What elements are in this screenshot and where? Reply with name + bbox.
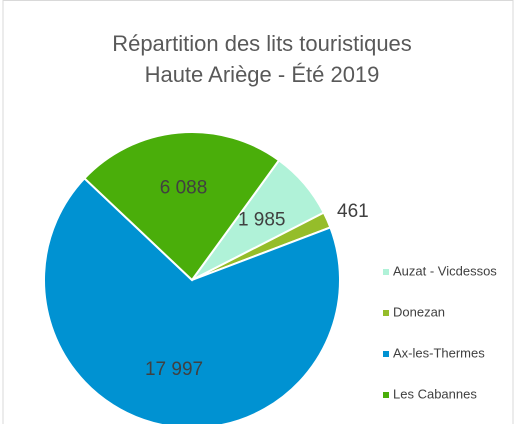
legend-marker bbox=[383, 351, 389, 357]
data-label: 1 985 bbox=[238, 209, 286, 230]
legend-marker bbox=[383, 310, 389, 316]
pie-slice bbox=[43, 176, 341, 424]
data-label: 461 bbox=[337, 201, 369, 222]
legend-label: Auzat - Vicdessos bbox=[393, 263, 497, 278]
data-label: 6 088 bbox=[160, 178, 208, 199]
chart-title: Haute Ariège - Été 2019 bbox=[145, 62, 380, 87]
legend-label: Ax-les-Thermes bbox=[393, 345, 485, 360]
legend-marker bbox=[383, 392, 389, 398]
legend-label: Les Cabannes bbox=[393, 386, 477, 401]
chart-title: Répartition des lits touristiques bbox=[112, 31, 412, 56]
pie-slice bbox=[83, 131, 281, 282]
data-label: 17 997 bbox=[145, 359, 203, 380]
legend-label: Donezan bbox=[393, 304, 445, 319]
legend-marker bbox=[383, 269, 389, 275]
